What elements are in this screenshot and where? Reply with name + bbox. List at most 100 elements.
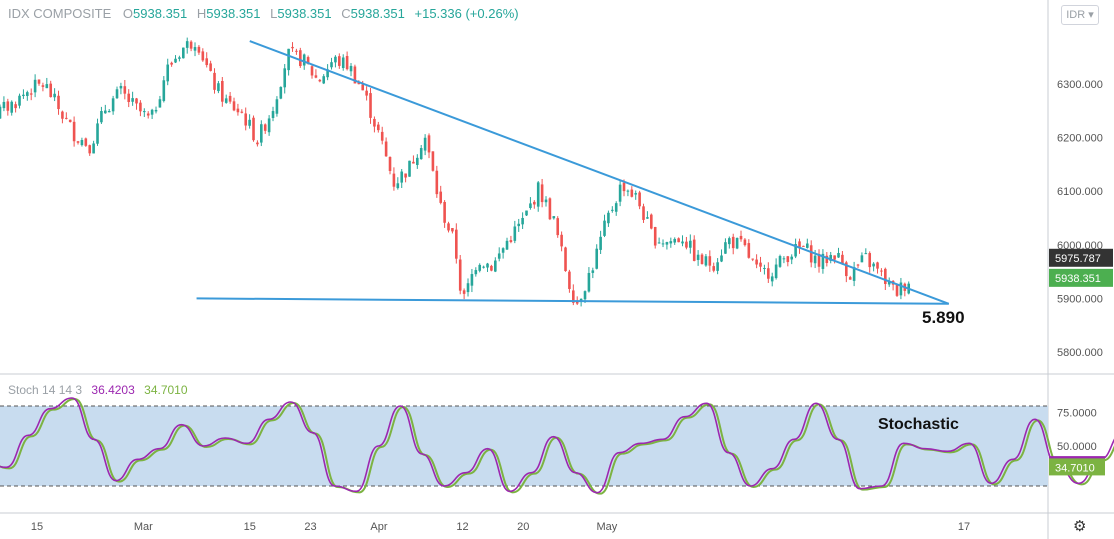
candle-body <box>166 64 170 82</box>
candle-body <box>720 255 723 262</box>
candle-body <box>443 201 446 223</box>
price-badge <box>1049 268 1113 287</box>
candle-body <box>209 63 212 71</box>
time-tick-label: Apr <box>370 521 387 533</box>
currency-button[interactable]: IDR ▾ <box>1061 5 1099 25</box>
candle-body <box>821 253 825 269</box>
candle-body <box>735 237 739 249</box>
candle-body <box>119 85 123 89</box>
candle-body <box>412 161 415 164</box>
candle-body <box>10 101 14 113</box>
candle-body <box>575 301 579 304</box>
high-label: H <box>196 6 207 21</box>
candle-body <box>396 183 400 189</box>
candle-body <box>696 254 700 260</box>
candle-body <box>548 198 552 220</box>
candle-body <box>361 84 365 91</box>
candle-body <box>712 266 716 271</box>
candle-body <box>646 217 649 219</box>
gear-icon[interactable]: ⚙ <box>1073 518 1087 535</box>
candle-body <box>540 184 544 203</box>
candle-body <box>579 298 583 302</box>
candle-body <box>770 276 774 282</box>
candle-body <box>833 255 836 260</box>
candle-body <box>92 143 95 154</box>
candle-body <box>45 84 49 89</box>
candle-body <box>650 214 653 229</box>
candle-body <box>185 41 189 48</box>
candle-body <box>369 93 372 118</box>
candle-body <box>774 264 778 279</box>
price-tick-label: 6200.000 <box>1057 133 1103 145</box>
candle-body <box>692 239 696 261</box>
stoch-band <box>0 406 1048 486</box>
candle-body <box>852 267 856 281</box>
candle-body <box>279 86 283 99</box>
price-pane <box>0 0 1048 373</box>
candle-body <box>377 124 380 131</box>
candle-body <box>509 240 513 242</box>
candle-body <box>310 66 314 76</box>
candle-body <box>260 124 263 143</box>
price-tick-label: 6300.000 <box>1057 79 1103 91</box>
candle-body <box>232 101 236 111</box>
symbol-name[interactable]: IDX COMPOSITE <box>8 6 112 21</box>
candle-body <box>669 241 673 244</box>
candle-body <box>482 266 485 268</box>
candle-body <box>552 216 556 219</box>
candles <box>0 37 911 307</box>
candle-body <box>6 101 10 111</box>
candle-body <box>189 41 193 49</box>
time-axis[interactable]: 15 Mar 15 23 Apr 12 20 May 17 <box>31 521 970 533</box>
candle-body <box>884 268 887 284</box>
candle-body <box>665 242 669 245</box>
time-tick-label: 23 <box>304 521 316 533</box>
candle-body <box>860 255 864 263</box>
candle-body <box>689 240 692 248</box>
candle-body <box>228 95 232 102</box>
candle-body <box>263 124 267 131</box>
stoch-name[interactable]: Stoch 14 14 3 <box>8 383 83 397</box>
candle-body <box>880 270 883 272</box>
candle-body <box>314 75 318 78</box>
candle-body <box>626 190 630 192</box>
candle-body <box>57 95 60 110</box>
price-badge-label: 5975.787 <box>1055 253 1101 265</box>
candle-body <box>673 238 677 243</box>
candle-body <box>68 119 72 123</box>
stoch-d-value: 34.7010 <box>144 383 188 397</box>
price-axis[interactable]: 6300.0006200.0006100.0006000.0005900.000… <box>1057 79 1103 359</box>
candle-body <box>29 93 33 95</box>
candle-body <box>107 111 111 113</box>
candle-body <box>291 46 294 49</box>
candle-body <box>439 191 443 203</box>
candle-body <box>505 240 509 250</box>
candle-body <box>494 260 497 272</box>
candle-body <box>2 101 6 109</box>
candle-body <box>767 268 770 279</box>
candle-body <box>365 90 368 96</box>
candle-body <box>18 95 21 106</box>
stoch-header: Stoch 14 14 3 36.4203 34.7010 <box>8 383 188 397</box>
candle-body <box>856 264 860 266</box>
candle-body <box>427 135 431 153</box>
candle-body <box>61 111 64 119</box>
candle-body <box>150 109 154 115</box>
time-tick-label: 15 <box>244 521 256 533</box>
stoch-axis[interactable]: 75.0000 50.0000 <box>1057 408 1097 453</box>
candle-body <box>345 55 349 70</box>
candle-body <box>53 93 56 98</box>
candle-body <box>244 113 248 126</box>
candle-body <box>868 253 872 268</box>
candle-body <box>747 243 751 258</box>
candle-body <box>622 182 626 192</box>
candle-body <box>837 252 840 258</box>
candle-body <box>419 148 423 160</box>
candle-body <box>306 57 310 64</box>
candle-body <box>731 236 735 249</box>
candle-body <box>899 282 903 296</box>
stoch-tick-label: 75.0000 <box>1057 408 1097 420</box>
stoch-k-value: 36.4203 <box>91 383 135 397</box>
